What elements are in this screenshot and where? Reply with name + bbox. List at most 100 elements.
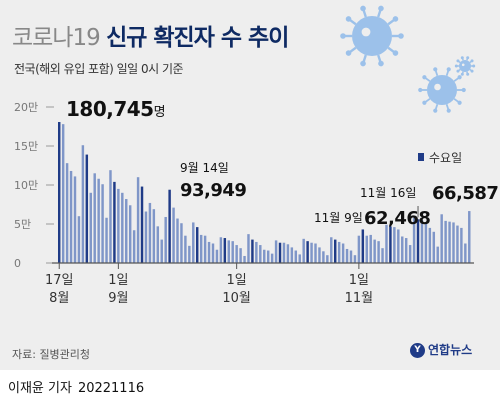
bar <box>286 244 290 263</box>
bar <box>322 251 325 263</box>
bar-wednesday <box>223 238 227 263</box>
annotation-unit: 명 <box>154 105 165 120</box>
bar-wednesday <box>334 239 337 263</box>
virus-icon <box>340 5 404 67</box>
y-tick-label: 5만 <box>14 218 31 231</box>
bar-wednesday <box>416 219 420 263</box>
bar <box>326 255 329 263</box>
bar <box>298 254 301 263</box>
bar <box>176 218 179 263</box>
bar <box>203 235 207 263</box>
bar <box>353 255 357 263</box>
bar <box>345 248 349 263</box>
bar <box>428 227 432 263</box>
logo-text: 연합뉴스 <box>428 343 473 357</box>
bar <box>109 170 112 263</box>
bar <box>432 231 436 263</box>
bar <box>101 184 104 263</box>
bar <box>188 245 191 263</box>
x-tick-label: 8월 <box>49 291 69 306</box>
bar <box>401 236 404 263</box>
bar <box>93 173 96 263</box>
source-note: 자료: 질병관리청 <box>12 348 91 361</box>
x-tick-label: 17일 <box>45 273 74 288</box>
x-tick-label: 11월 <box>345 291 374 306</box>
bar <box>266 250 270 263</box>
bar <box>412 217 416 263</box>
bar <box>314 243 317 263</box>
title-bold: 신규 확진자 수 추이 <box>106 25 289 51</box>
bar <box>464 243 467 263</box>
bar <box>97 178 100 263</box>
bar <box>164 216 167 263</box>
virus-icon <box>454 56 476 76</box>
x-tick-label: 1일 <box>227 273 247 288</box>
bar <box>227 240 230 263</box>
bar <box>172 207 175 263</box>
bar <box>156 226 160 263</box>
reporter: 이재윤 기자 <box>8 381 72 396</box>
bar <box>444 220 447 263</box>
bar-wednesday <box>306 241 309 263</box>
annotation-date: 11월 9일 <box>314 211 363 225</box>
bar <box>81 145 85 263</box>
bar <box>184 235 187 263</box>
bar <box>373 239 376 263</box>
yonhap-logo-icon: Y <box>410 343 425 358</box>
bar <box>235 245 238 263</box>
bar <box>369 234 372 263</box>
chart-title: 코로나19 신규 확진자 수 추이 <box>12 18 289 52</box>
virus-icon <box>418 67 466 113</box>
bar <box>341 243 345 263</box>
bar <box>460 227 463 263</box>
bar <box>247 234 250 263</box>
publish-date: 20221116 <box>77 381 145 396</box>
bar <box>121 192 124 263</box>
bar <box>270 253 274 263</box>
bar <box>274 240 278 263</box>
bar <box>125 199 128 263</box>
bar <box>239 248 242 263</box>
bar <box>219 237 223 263</box>
bar <box>132 230 136 263</box>
bar <box>211 243 215 263</box>
annotation-date: 11월 16일 <box>360 186 416 200</box>
title-light: 코로나19 <box>12 25 101 51</box>
y-tick-label: 15만 <box>14 140 38 153</box>
bar <box>290 247 294 263</box>
bar <box>424 222 428 263</box>
bar <box>231 241 234 263</box>
bar <box>89 192 92 263</box>
bar <box>207 241 211 263</box>
y-tick-label: 0 <box>14 257 21 270</box>
x-tick-label: 1일 <box>349 273 369 288</box>
bar <box>436 246 439 263</box>
bar <box>215 249 219 263</box>
bar <box>310 242 313 263</box>
bar <box>365 235 368 263</box>
bar <box>282 242 286 263</box>
bar <box>377 241 380 263</box>
bar <box>65 163 69 263</box>
bar-wednesday <box>113 181 116 263</box>
bar <box>337 241 341 263</box>
bar-wednesday <box>140 186 144 263</box>
y-tick-label: 20만 <box>14 101 38 114</box>
bar <box>152 209 156 263</box>
bar <box>77 216 81 263</box>
infographic: 코로나19 신규 확진자 수 추이 전국(해외 유입 포함) 일일 0시 기준 … <box>0 0 500 370</box>
bar <box>404 238 408 263</box>
bar-chart: 0 5만 10만 15만 20만 17일 8월 1일 9월 1일 10월 1일 11월 수요일 180,74… <box>14 5 499 306</box>
annotation-value: 62,468 <box>364 208 430 229</box>
bar <box>255 241 258 263</box>
bar <box>318 247 321 263</box>
bar-wednesday <box>251 239 254 263</box>
bar-wednesday <box>389 226 392 263</box>
bar <box>408 245 412 263</box>
bar-wednesday <box>58 122 61 264</box>
bar <box>448 221 451 263</box>
bar <box>144 211 148 263</box>
y-tick-label: 10만 <box>14 179 38 192</box>
bar <box>73 176 77 263</box>
bar <box>192 222 195 263</box>
